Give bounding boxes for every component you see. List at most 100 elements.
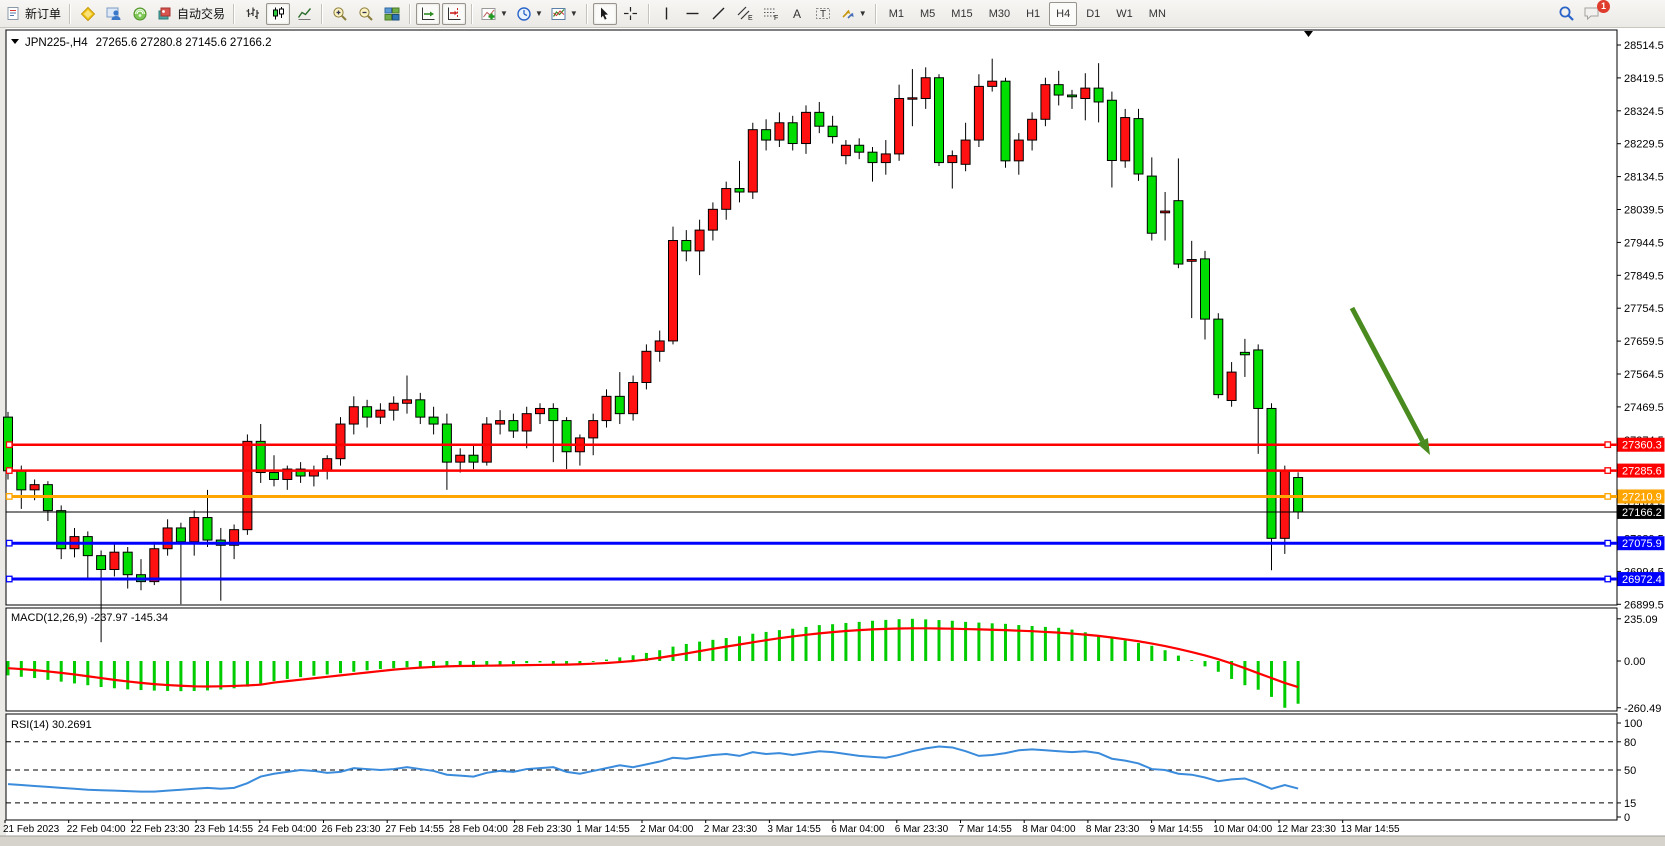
fibonacci-button[interactable]: F xyxy=(759,3,783,25)
new-order-button[interactable]: 新订单 xyxy=(3,3,64,25)
tf-button-MN[interactable]: MN xyxy=(1148,7,1166,20)
tf-button-M30[interactable]: M30 xyxy=(988,7,1011,20)
horizontal-line-button[interactable] xyxy=(681,3,705,25)
main-toolbar: 新订单 自动交易 ▼ ▼ ▼ E F A xyxy=(0,0,1665,28)
tile-windows-button[interactable] xyxy=(380,3,404,25)
date-axis: 21 Feb 2023 22 Feb 04:00 22 Feb 23:30 23 Fe… xyxy=(3,820,1400,835)
rsi-line xyxy=(7,745,1299,793)
text-button[interactable]: A xyxy=(785,3,809,25)
candlestick-series[interactable] xyxy=(3,58,1304,643)
tf-button-H4[interactable]: H4 xyxy=(1049,1,1078,26)
fibonacci-icon: F xyxy=(763,6,779,21)
text-label-button[interactable]: T xyxy=(811,3,835,25)
templates-icon xyxy=(551,6,567,22)
navigator-button[interactable] xyxy=(128,3,152,25)
tf-button-W1[interactable]: W1 xyxy=(1116,7,1133,20)
notifications-button[interactable]: 1 xyxy=(1580,0,1610,25)
zoom-out-button[interactable] xyxy=(354,3,378,25)
notification-badge: 1 xyxy=(1597,0,1610,13)
auto-scroll-icon xyxy=(420,6,436,22)
periods-button[interactable]: ▼ xyxy=(513,3,546,25)
candlestick-chart-button[interactable] xyxy=(266,2,291,25)
equidistant-channel-button[interactable]: E xyxy=(733,3,757,25)
line-chart-button[interactable] xyxy=(292,3,316,25)
main-panel-border xyxy=(5,29,1618,606)
svg-text:23 Feb 14:55: 23 Feb 14:55 xyxy=(194,824,253,835)
svg-text:28324.5: 28324.5 xyxy=(1624,106,1664,118)
price-line-labels: 27360.3 27285.6 27210.9 27075.9 26972.4 27166… xyxy=(1617,437,1665,587)
vertical-line-icon xyxy=(660,6,673,21)
indicators-button[interactable]: ▼ xyxy=(478,3,511,25)
svg-text:235.09: 235.09 xyxy=(1624,614,1658,626)
crosshair-button[interactable] xyxy=(619,3,643,25)
macd-label: MACD(12,26,9) -237.97 -145.34 xyxy=(11,612,168,624)
svg-text:27360.3: 27360.3 xyxy=(1622,440,1662,452)
market-watch-icon xyxy=(80,6,96,22)
svg-text:22 Feb 23:30: 22 Feb 23:30 xyxy=(130,824,189,835)
cursor-icon xyxy=(597,6,612,21)
svg-text:100: 100 xyxy=(1624,718,1642,730)
svg-text:6 Mar 04:00: 6 Mar 04:00 xyxy=(831,824,885,835)
macd-signal-line xyxy=(7,627,1299,689)
tf-button-M15[interactable]: M15 xyxy=(951,7,973,20)
rsi-panel-border xyxy=(5,713,1618,821)
trendline-button[interactable] xyxy=(707,3,731,25)
zoom-in-button[interactable] xyxy=(328,3,352,25)
tile-windows-icon xyxy=(384,6,400,22)
auto-trading-button[interactable]: 自动交易 xyxy=(154,3,228,25)
cursor-button[interactable] xyxy=(592,2,617,25)
arrows-button[interactable]: ▼ xyxy=(837,3,870,25)
bar-chart-button[interactable] xyxy=(240,3,264,25)
toolbar-separator xyxy=(233,3,236,24)
zoom-out-icon xyxy=(358,6,374,22)
chart-shift-button[interactable] xyxy=(442,2,467,25)
svg-text:21 Feb 2023: 21 Feb 2023 xyxy=(3,824,60,835)
toolbar-right-icons: 1 xyxy=(1553,0,1610,25)
chart-window[interactable]: 28514.5 28419.5 28324.5 28229.5 28134.5 28039… xyxy=(0,28,1665,846)
arrows-icon xyxy=(840,6,856,21)
tf-button-M5[interactable]: M5 xyxy=(920,7,936,20)
chart-title: JPN225-,H4 27265.6 27280.8 27145.6 27166.… xyxy=(11,37,272,49)
navigator-icon xyxy=(132,6,148,22)
chart-shift-marker[interactable] xyxy=(1304,31,1313,37)
search-icon xyxy=(1558,5,1575,22)
horizontal-line-icon xyxy=(685,7,700,20)
macd-panel-border xyxy=(5,607,1618,712)
svg-text:F: F xyxy=(774,15,778,21)
tf-button-D1[interactable]: D1 xyxy=(1086,7,1101,20)
new-order-icon xyxy=(6,6,21,21)
svg-text:26 Feb 23:30: 26 Feb 23:30 xyxy=(322,824,381,835)
symbol-dropdown-icon xyxy=(11,39,19,44)
auto-scroll-button[interactable] xyxy=(416,2,441,25)
market-watch-button[interactable] xyxy=(76,3,100,25)
data-window-button[interactable] xyxy=(102,3,126,25)
svg-text:28 Feb 23:30: 28 Feb 23:30 xyxy=(513,824,572,835)
svg-text:T: T xyxy=(820,9,826,20)
svg-text:28514.5: 28514.5 xyxy=(1624,40,1664,52)
tf-button-M1[interactable]: M1 xyxy=(888,7,904,20)
tf-button-H1[interactable]: H1 xyxy=(1026,7,1041,20)
svg-text:27 Feb 14:55: 27 Feb 14:55 xyxy=(385,824,444,835)
svg-text:12 Mar 23:30: 12 Mar 23:30 xyxy=(1277,824,1336,835)
toolbar-separator xyxy=(321,3,324,24)
chevron-down-icon: ▼ xyxy=(500,9,508,18)
vertical-line-button[interactable] xyxy=(655,3,679,25)
search-button[interactable] xyxy=(1554,3,1578,25)
rsi-label: RSI(14) 30.2691 xyxy=(11,719,92,731)
svg-text:0.00: 0.00 xyxy=(1624,656,1645,668)
trend-arrow-annotation[interactable] xyxy=(1349,306,1430,455)
svg-text:13 Mar 14:55: 13 Mar 14:55 xyxy=(1341,824,1400,835)
svg-text:27166.2: 27166.2 xyxy=(1622,507,1662,519)
svg-text:8 Mar 04:00: 8 Mar 04:00 xyxy=(1022,824,1076,835)
toolbar-separator xyxy=(409,3,412,24)
svg-text:10 Mar 04:00: 10 Mar 04:00 xyxy=(1213,824,1272,835)
horizontal-lines[interactable] xyxy=(5,441,1617,583)
svg-text:7 Mar 14:55: 7 Mar 14:55 xyxy=(959,824,1013,835)
trendline-icon xyxy=(711,6,726,21)
svg-text:28 Feb 04:00: 28 Feb 04:00 xyxy=(449,824,508,835)
indicators-icon xyxy=(481,6,497,22)
templates-button[interactable]: ▼ xyxy=(548,3,581,25)
price-chart-svg[interactable]: 28514.5 28419.5 28324.5 28229.5 28134.5 28039… xyxy=(0,28,1665,846)
svg-text:6 Mar 23:30: 6 Mar 23:30 xyxy=(895,824,949,835)
